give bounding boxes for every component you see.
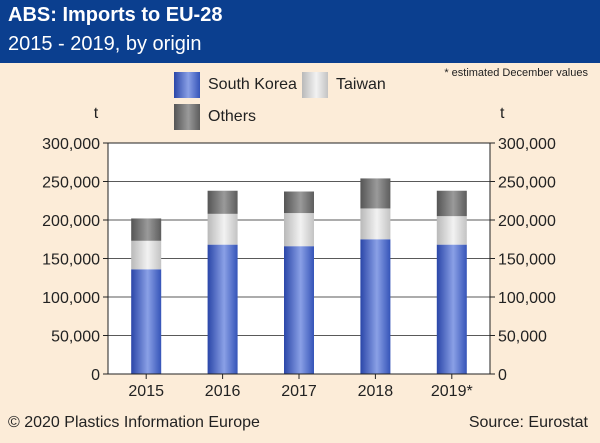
y-tick-label-right: 150,000 [498,252,556,269]
copyright-text: © 2020 Plastics Information Europe [8,414,260,431]
x-tick-label: 2019* [431,383,473,400]
y-tick-label-left: 200,000 [42,213,100,230]
y-tick-label-left: 250,000 [42,175,100,192]
y-tick-label-left: 150,000 [42,252,100,269]
axis-ticks: 0 0 50,000 50,000 100,000 100,000 150,000 150,0… [42,136,556,400]
y-tick-label-left: 50,000 [51,329,100,346]
bar-taiwan-2015 [131,240,162,270]
legend-south-korea: South Korea [174,72,297,98]
chart-header: ABS: Imports to EU-28 2015 - 2019, by or… [0,0,600,63]
legend-others: Others [174,104,256,130]
legend-swatch-others [174,104,200,130]
x-tick-label: 2017 [281,383,317,400]
chart-title: ABS: Imports to EU-28 [8,4,223,26]
x-tick-label: 2018 [358,383,394,400]
y-axis-unit-right: t [500,105,505,122]
estimate-note: * estimated December values [444,67,588,79]
legend-taiwan: Taiwan [302,72,386,98]
y-axis-unit-left: t [94,105,99,122]
x-tick-label: 2015 [128,383,164,400]
bar-others-2015 [131,218,162,241]
legend-label-south-korea: South Korea [208,76,297,93]
bar-others-2019 [436,190,467,217]
bar-taiwan-2019 [436,216,467,245]
bar-others-2018 [360,178,391,209]
bar-south-korea-2019 [436,244,467,374]
bars [131,178,467,374]
legend-swatch-south-korea [174,72,200,98]
chart-subtitle: 2015 - 2019, by origin [8,33,202,55]
y-tick-label-left: 300,000 [42,136,100,153]
bar-taiwan-2017 [284,213,314,247]
bar-south-korea-2017 [284,246,314,374]
bar-taiwan-2018 [360,208,391,240]
bar-south-korea-2015 [131,269,162,374]
y-tick-label-left: 100,000 [42,290,100,307]
bar-south-korea-2016 [207,244,238,374]
y-tick-label-right: 50,000 [498,329,547,346]
bar-taiwan-2016 [207,213,238,245]
source-text: Source: Eurostat [468,414,588,431]
y-tick-label-right: 100,000 [498,290,556,307]
x-tick-label: 2016 [205,383,241,400]
bar-others-2017 [284,191,314,214]
y-tick-label-right: 200,000 [498,213,556,230]
legend-label-others: Others [208,108,257,125]
y-tick-label-right: 0 [498,367,507,384]
legend-swatch-taiwan [302,72,328,98]
bar-south-korea-2018 [360,239,391,374]
legend-label-taiwan: Taiwan [336,76,386,93]
y-tick-label-right: 300,000 [498,136,556,153]
bar-others-2016 [207,190,238,214]
y-tick-label-left: 0 [91,367,100,384]
y-tick-label-right: 250,000 [498,175,556,192]
